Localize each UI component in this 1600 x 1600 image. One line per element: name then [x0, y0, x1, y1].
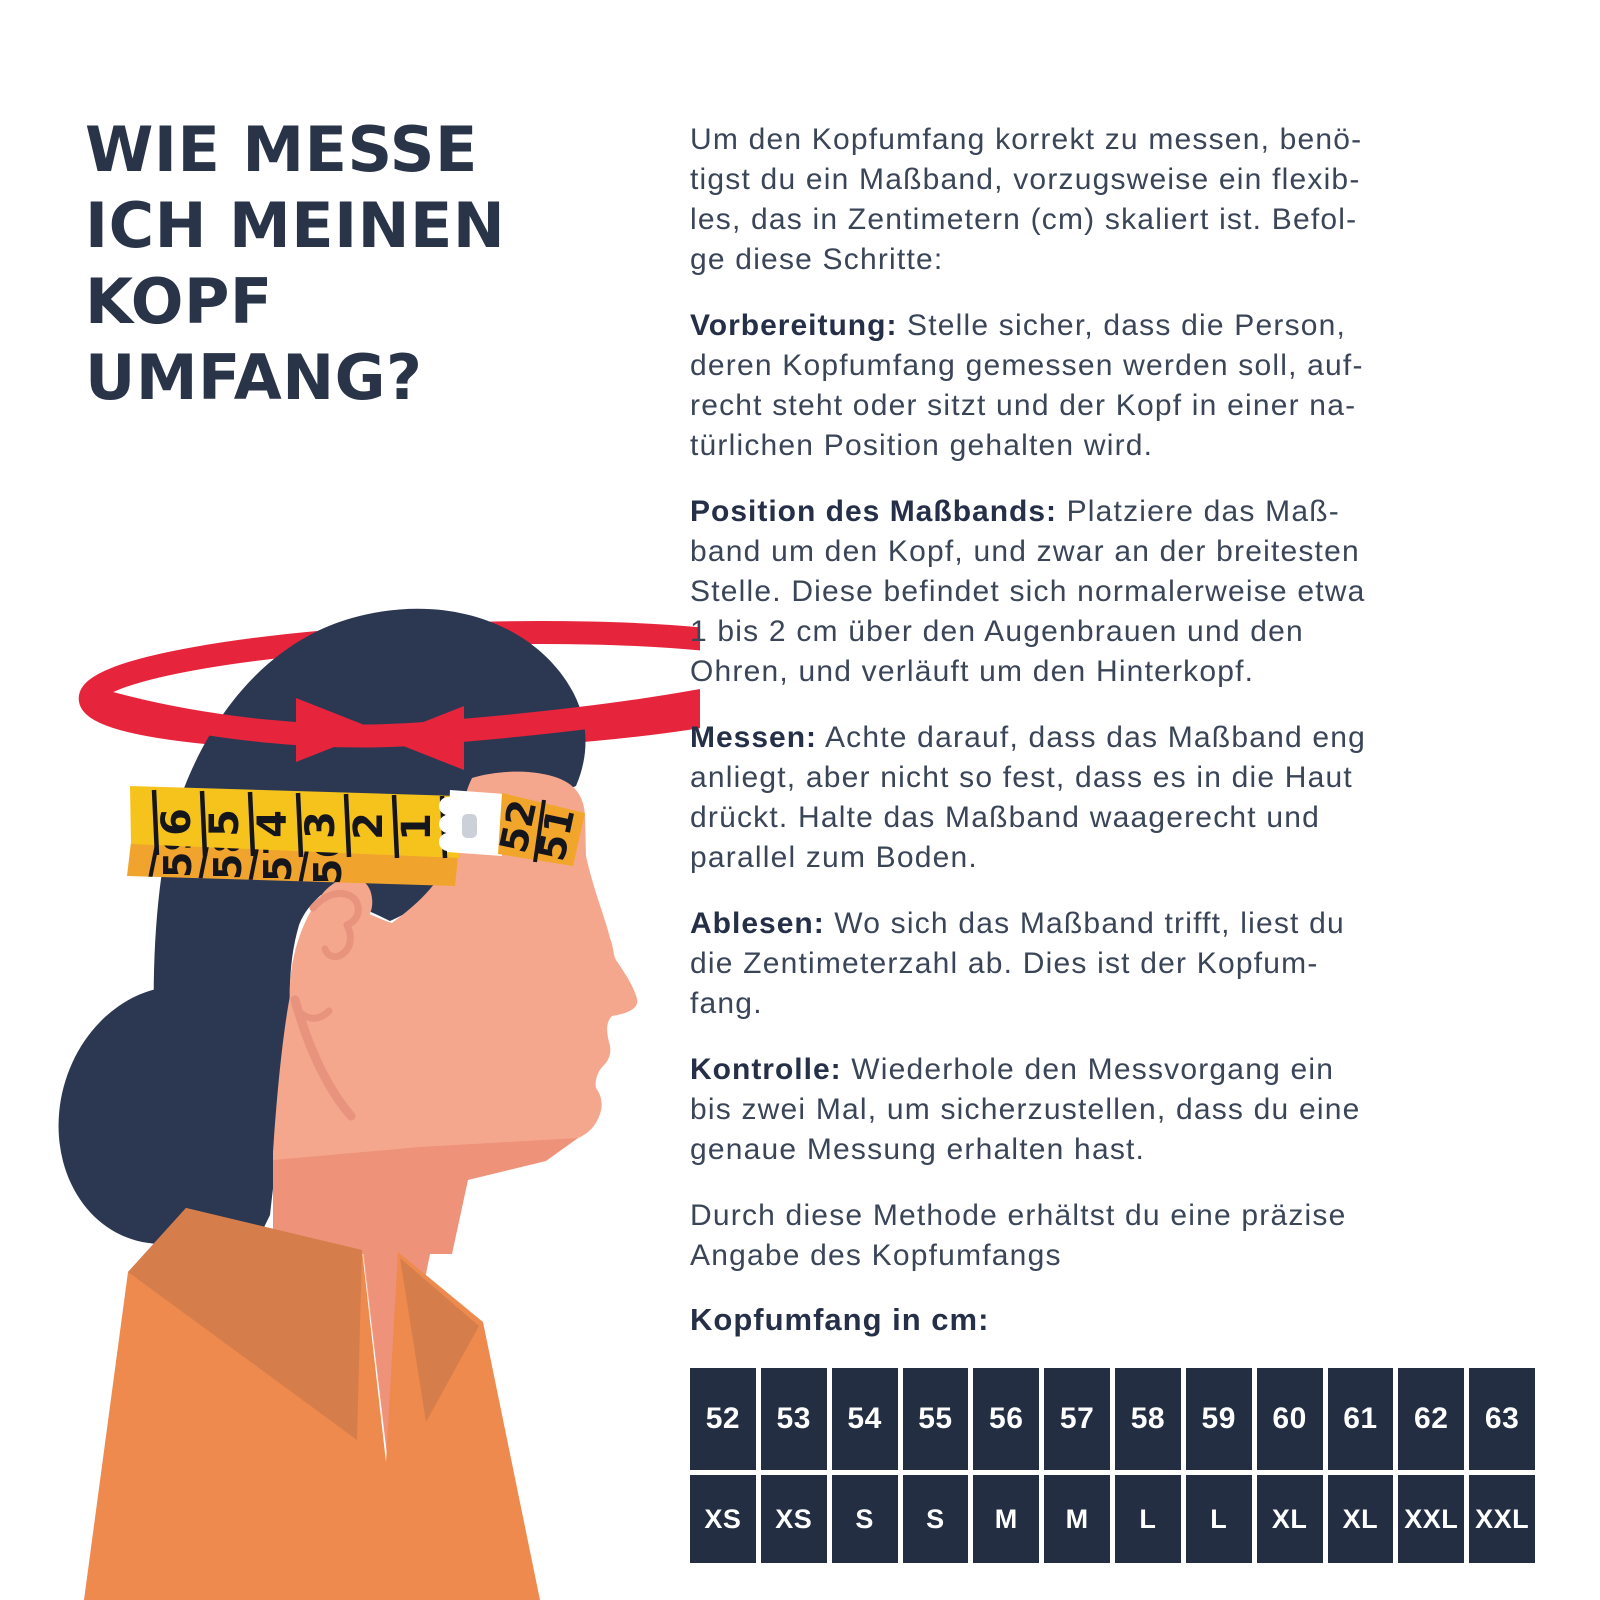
measuring-tape: 59 58 57 56 6 5 4 3 2 1: [127, 786, 585, 886]
tape-upper-strip: [130, 786, 459, 858]
table-cell-cm: 60: [1256, 1368, 1323, 1470]
step-text: Stelle sicher, dass die Person, deren Ko…: [690, 309, 1364, 462]
table-cell-size: XL: [1256, 1475, 1323, 1563]
table-cell-size: XXL: [1398, 1475, 1465, 1563]
table-cell-size: XS: [690, 1475, 756, 1563]
hair: [153, 608, 586, 1252]
table-cell-cm: 57: [1044, 1368, 1110, 1470]
table-cell-cm: 54: [831, 1368, 898, 1470]
svg-text:51: 51: [529, 804, 583, 865]
table-cell-size: S: [831, 1475, 898, 1563]
arrowhead-left-icon: [383, 706, 464, 770]
tape-end-tab: [439, 790, 505, 856]
table-cell-size: L: [1185, 1475, 1252, 1563]
svg-text:52: 52: [491, 796, 545, 857]
table-cell-size: XL: [1327, 1475, 1394, 1563]
table-cell-size: L: [1115, 1475, 1181, 1563]
shirt-collar-right: [400, 1258, 479, 1422]
table-cell-size: XXL: [1469, 1475, 1535, 1563]
svg-text:1: 1: [394, 813, 440, 841]
page-title: WIE MESSE ICH MEINEN KOPF UMFANG?: [85, 113, 506, 414]
step-position: Position des Maßbands: Platziere das Maß…: [690, 492, 1550, 692]
step-text: Wo sich das Maßband trifft, liest du die…: [690, 907, 1345, 1020]
table-cell-size: M: [1044, 1475, 1110, 1563]
table-cell-cm: 56: [973, 1368, 1040, 1470]
ear-detail-lines: [290, 890, 362, 1121]
table-cell-cm: 62: [1398, 1368, 1465, 1470]
intro-paragraph: Um den Kopfumfang korrekt zu messen, ben…: [690, 123, 1363, 276]
arrowhead-right-icon: [296, 698, 377, 762]
step-vorbereitung: Vorbereitung: Stelle sicher, dass die Pe…: [690, 306, 1550, 466]
table-cell-size: S: [902, 1475, 969, 1563]
neck-shadow: [273, 1138, 578, 1462]
svg-text:3: 3: [298, 811, 344, 839]
table-cell-size: M: [973, 1475, 1040, 1563]
step-label: Position des Maßbands:: [690, 495, 1058, 528]
step-label: Ablesen:: [690, 907, 825, 940]
size-table: 52 53 54 55 56 57 58 59 60 61 62 63 XS X…: [690, 1368, 1535, 1563]
step-text: Achte darauf, dass das Maßband eng anlie…: [690, 721, 1367, 874]
step-label: Messen:: [690, 721, 818, 754]
table-cell-cm: 53: [760, 1368, 827, 1470]
step-messen: Messen: Achte darauf, dass das Maßband e…: [690, 718, 1550, 878]
table-cell-cm: 58: [1115, 1368, 1181, 1470]
step-label: Kontrolle:: [690, 1053, 842, 1086]
svg-text:59: 59: [156, 825, 200, 878]
table-cell-cm: 63: [1469, 1368, 1535, 1470]
size-table-heading: Kopfumfang in cm:: [690, 1302, 990, 1337]
step-text: Wiederhole den Messvorgang ein bis zwei …: [690, 1053, 1361, 1166]
step-text: Platziere das Maß- band um den Kopf, und…: [690, 495, 1366, 688]
shirt-collar-left: [128, 1208, 362, 1440]
step-kontrolle: Kontrolle: Wiederhole den Messvorgang ei…: [690, 1050, 1550, 1170]
svg-text:5: 5: [202, 809, 248, 837]
svg-text:6: 6: [154, 808, 200, 836]
table-cell-cm: 59: [1185, 1368, 1252, 1470]
head-measurement-illustration: 59 58 57 56 6 5 4 3 2 1: [58, 608, 700, 1600]
step-ablesen: Ablesen: Wo sich das Maßband trifft, lie…: [690, 904, 1550, 1024]
table-cell-cm: 61: [1327, 1368, 1394, 1470]
table-cell-cm: 55: [902, 1368, 969, 1470]
closing-paragraph: Durch diese Methode erhältst du eine prä…: [690, 1199, 1347, 1272]
table-cell-cm: 52: [690, 1368, 756, 1470]
svg-text:4: 4: [250, 810, 296, 838]
step-label: Vorbereitung:: [690, 309, 898, 342]
svg-text:2: 2: [346, 812, 392, 840]
instructions-column: Um den Kopfumfang korrekt zu messen, ben…: [690, 120, 1550, 1563]
table-cell-size: XS: [760, 1475, 827, 1563]
